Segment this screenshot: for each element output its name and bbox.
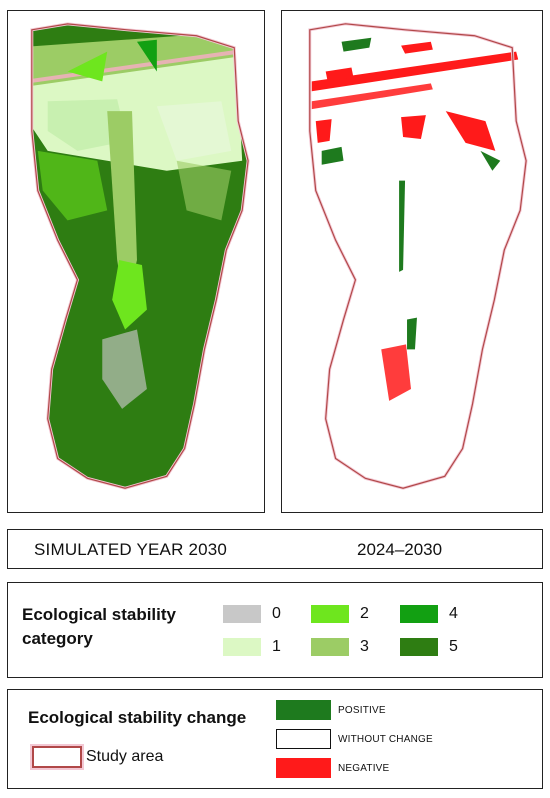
category-label-3: 3 (360, 638, 369, 655)
map-title-bar: SIMULATED YEAR 2030 2024–2030 (7, 529, 543, 569)
map-simulated-2030 (7, 10, 265, 513)
stability-category-legend: Ecological stability category 0 1 2 3 4 … (7, 582, 543, 678)
study-area-label: Study area (86, 748, 164, 765)
map-canvas-right (308, 22, 528, 490)
category-legend-title: Ecological stability category (22, 605, 176, 648)
category-label-4: 4 (449, 605, 458, 622)
category-swatch-1 (223, 638, 261, 656)
category-label-0: 0 (272, 605, 281, 622)
study-area-swatch (32, 746, 82, 768)
map-canvas-left (30, 22, 250, 490)
category-swatch-4 (400, 605, 438, 623)
category-swatch-2 (311, 605, 349, 623)
map-change-2024-2030 (281, 10, 543, 513)
change-legend-title: Ecological stability change (28, 708, 247, 727)
simulated-year-title: SIMULATED YEAR 2030 (34, 540, 228, 559)
category-label-2: 2 (360, 605, 369, 622)
category-label-1: 1 (272, 638, 281, 655)
category-swatch-3 (311, 638, 349, 656)
category-swatch-5 (400, 638, 438, 656)
stability-change-legend: Ecological stability change Study area P… (7, 689, 543, 789)
change-label-without-change: WITHOUT CHANGE (338, 734, 433, 745)
change-swatch-positive (276, 700, 331, 720)
category-swatch-0 (223, 605, 261, 623)
change-period-title: 2024–2030 (357, 540, 443, 559)
change-swatch-without-change (276, 729, 331, 749)
change-swatch-negative (276, 758, 331, 778)
change-label-positive: POSITIVE (338, 705, 386, 716)
change-label-negative: NEGATIVE (338, 763, 390, 774)
category-label-5: 5 (449, 638, 458, 655)
